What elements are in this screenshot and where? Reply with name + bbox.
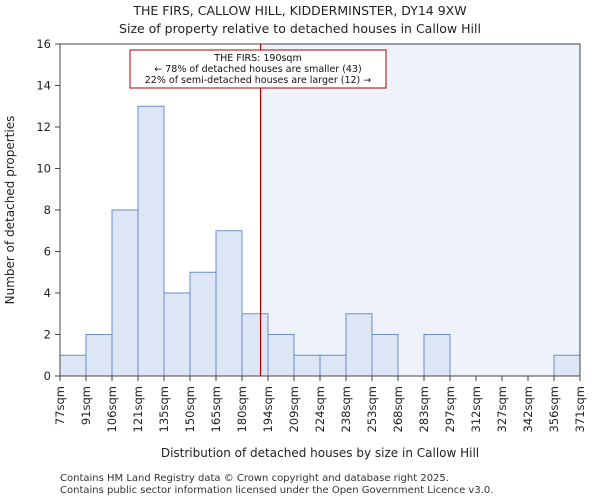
footer-copyright: Contains HM Land Registry data © Crown c… (60, 473, 449, 484)
bar-356sqm (553, 354, 581, 377)
annotation-box (129, 49, 387, 89)
x-tick-label: 224sqm (313, 386, 327, 432)
x-tick-label: 150sqm (183, 386, 197, 432)
x-tick-label: 180sqm (235, 386, 249, 432)
annotation-larger: 22% of semi-detached houses are larger (… (145, 75, 372, 86)
bar-106sqm (111, 209, 139, 377)
y-tick-label: 10 (36, 162, 51, 176)
x-tick-label: 327sqm (495, 386, 509, 432)
bar-77sqm (59, 354, 87, 377)
x-tick-label: 194sqm (261, 386, 275, 432)
x-tick-label: 209sqm (287, 386, 301, 432)
y-tick-label: 4 (44, 286, 51, 300)
x-tick-label: 312sqm (469, 386, 483, 432)
x-tick-label: 135sqm (157, 386, 171, 432)
bar-121sqm (137, 105, 165, 377)
y-tick-label: 12 (36, 120, 51, 134)
x-tick-label: 297sqm (443, 386, 457, 432)
larger-region-shading (260, 44, 580, 376)
x-tick-label: 91sqm (79, 386, 93, 425)
x-tick-label: 238sqm (339, 386, 353, 432)
y-axis-label: Number of detached properties (3, 116, 17, 305)
bar-135sqm (163, 292, 191, 377)
x-tick-label: 77sqm (53, 386, 67, 425)
x-tick-label: 342sqm (521, 386, 535, 432)
x-tick-label: 371sqm (573, 386, 587, 432)
bar-238sqm (345, 313, 373, 377)
x-tick-label: 268sqm (391, 386, 405, 432)
y-tick-label: 16 (36, 37, 51, 51)
y-tick-label: 6 (44, 245, 51, 259)
x-tick-label: 121sqm (131, 386, 145, 432)
y-tick-label: 14 (36, 79, 51, 93)
bar-165sqm (215, 230, 243, 377)
bar-224sqm (319, 354, 347, 377)
bar-209sqm (293, 354, 321, 377)
bar-91sqm (85, 334, 113, 377)
y-tick-label: 2 (44, 328, 51, 342)
bar-194sqm (267, 334, 295, 377)
bar-180sqm (241, 313, 269, 377)
x-tick-label: 106sqm (105, 386, 119, 432)
bar-150sqm (189, 271, 217, 377)
x-tick-label: 253sqm (365, 386, 379, 432)
x-tick-label: 165sqm (209, 386, 223, 432)
annotation-smaller: ← 78% of detached houses are smaller (43… (154, 64, 361, 75)
footer-licence: Contains public sector information licen… (60, 485, 494, 496)
bar-253sqm (371, 334, 399, 377)
x-axis-label: Distribution of detached houses by size … (161, 446, 479, 460)
chart-title: THE FIRS, CALLOW HILL, KIDDERMINSTER, DY… (133, 3, 467, 18)
bar-283sqm (423, 334, 451, 377)
x-tick-label: 356sqm (547, 386, 561, 432)
x-tick-label: 283sqm (417, 386, 431, 432)
y-tick-label: 8 (44, 203, 51, 217)
chart-subtitle: Size of property relative to detached ho… (119, 21, 481, 36)
y-tick-label: 0 (44, 369, 51, 383)
annotation-title: THE FIRS: 190sqm (213, 53, 301, 64)
